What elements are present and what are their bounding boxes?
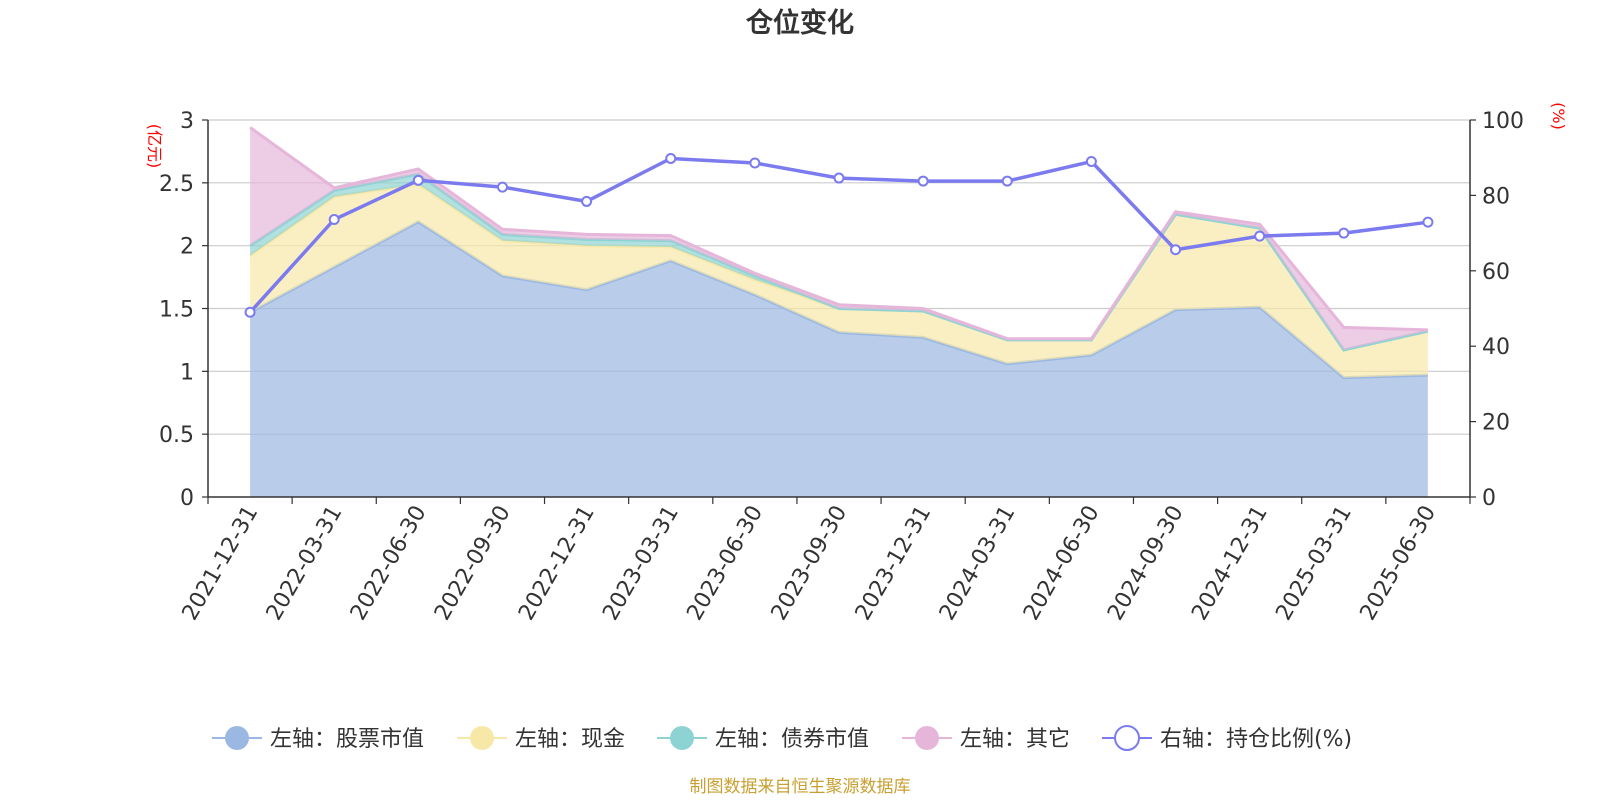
- line-point: [917, 175, 929, 187]
- x-tick-label: 2025-06-30: [1356, 502, 1442, 625]
- x-tick-label: 2025-03-31: [1271, 502, 1357, 625]
- legend-label: 左轴：股票市值: [270, 727, 424, 752]
- legend: 左轴：股票市值 左轴：现金 左轴：债券市值 左轴：其它 右轴：持仓比例(%): [212, 725, 1352, 752]
- x-tick-label: 2023-09-30: [767, 502, 853, 625]
- line-point: [1001, 175, 1013, 187]
- line-point: [1254, 230, 1266, 242]
- line-point: [1338, 227, 1350, 239]
- area-1: [250, 184, 1428, 378]
- line-point: [496, 181, 508, 193]
- line-series: [244, 152, 1434, 318]
- left-tick-label: 1.5: [159, 298, 194, 323]
- right-tick-label: 100: [1482, 109, 1524, 134]
- legend-marker-circle: [225, 726, 249, 750]
- right-tick-label: 40: [1482, 335, 1510, 360]
- area-series: [249, 126, 1429, 498]
- area-0: [250, 221, 1428, 498]
- legend-marker-circle: [1114, 725, 1140, 751]
- line-point: [833, 172, 845, 184]
- x-tick-label: 2023-12-31: [851, 501, 937, 624]
- right-tick-label: 0: [1482, 486, 1496, 511]
- legend-item: 左轴：债券市值: [657, 726, 869, 752]
- x-tick-label: 2024-03-31: [935, 501, 1021, 624]
- line-point: [1170, 244, 1182, 256]
- right-tick-label: 80: [1482, 184, 1510, 209]
- legend-marker-circle: [670, 726, 694, 750]
- line-point: [412, 174, 424, 186]
- left-axis-unit: (亿元): [145, 124, 164, 169]
- source-note: 制图数据来自恒生聚源数据库: [690, 777, 911, 797]
- legend-marker-circle: [470, 726, 494, 750]
- left-tick-label: 2.5: [159, 172, 194, 197]
- chart-title: 仓位变化: [745, 7, 854, 39]
- left-tick-label: 0: [180, 486, 194, 511]
- x-tick-label: 2021-12-31: [178, 502, 264, 625]
- legend-item: 左轴：其它: [902, 726, 1070, 752]
- left-tick-label: 2: [180, 235, 194, 260]
- x-tick-label: 2022-12-31: [514, 502, 600, 625]
- x-tick-label: 2022-09-30: [430, 502, 516, 625]
- x-tick-label: 2024-09-30: [1103, 502, 1189, 625]
- legend-marker-circle: [915, 726, 939, 750]
- right-tick-label: 60: [1482, 260, 1510, 285]
- line-point: [1085, 155, 1097, 167]
- x-tick-label: 2024-06-30: [1019, 502, 1105, 625]
- x-tick-label: 2023-03-31: [598, 502, 684, 625]
- legend-label: 右轴：持仓比例(%): [1160, 727, 1352, 752]
- right-tick-label: 20: [1482, 411, 1510, 436]
- legend-item: 左轴：现金: [457, 726, 625, 752]
- line-point: [665, 152, 677, 164]
- area-edge-3: [249, 126, 1428, 341]
- line-point: [749, 157, 761, 169]
- line-point: [581, 195, 593, 207]
- left-tick-label: 3: [180, 109, 194, 134]
- legend-label: 左轴：现金: [515, 727, 625, 752]
- legend-label: 左轴：其它: [960, 727, 1070, 752]
- right-axis-unit: (%): [1549, 102, 1568, 130]
- left-tick-label: 0.5: [159, 423, 194, 448]
- x-tick-label: 2024-12-31: [1187, 502, 1273, 625]
- x-tick-label: 2023-06-30: [682, 502, 768, 625]
- left-tick-label: 1: [180, 360, 194, 385]
- legend-label: 左轴：债券市值: [715, 727, 869, 752]
- line-point: [328, 214, 340, 226]
- area-2: [250, 174, 1428, 350]
- line-point: [244, 306, 256, 318]
- line-point: [1422, 216, 1434, 228]
- x-tick-label: 2022-03-31: [262, 502, 348, 625]
- legend-item: 左轴：股票市值: [212, 726, 424, 752]
- x-tick-label: 2022-06-30: [346, 502, 432, 625]
- legend-item: 右轴：持仓比例(%): [1102, 725, 1352, 752]
